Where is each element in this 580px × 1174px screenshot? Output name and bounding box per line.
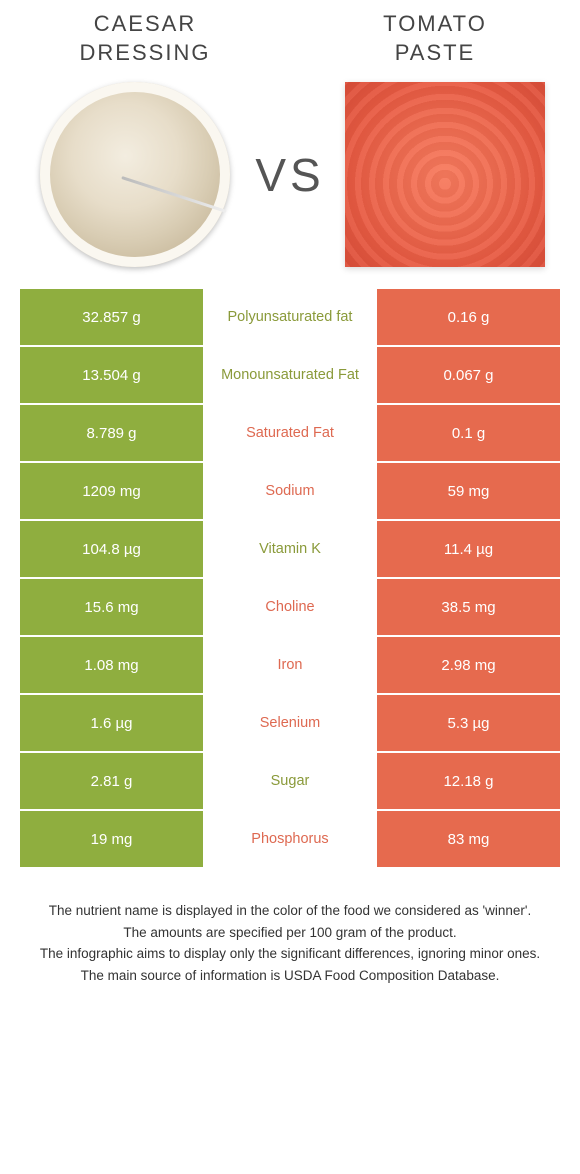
left-value: 1.6 µg <box>20 695 203 751</box>
nutrient-label: Phosphorus <box>203 811 377 867</box>
vs-label: VS <box>249 148 330 202</box>
left-value: 13.504 g <box>20 347 203 403</box>
right-value: 11.4 µg <box>377 521 560 577</box>
header-titles: CAESAR DRESSING TOMATO PASTE <box>0 0 580 67</box>
nutrient-label: Polyunsaturated fat <box>203 289 377 345</box>
right-value: 0.067 g <box>377 347 560 403</box>
table-row: 15.6 mgCholine38.5 mg <box>20 577 560 635</box>
tomato-paste-image <box>345 82 545 267</box>
right-value: 2.98 mg <box>377 637 560 693</box>
right-value: 0.1 g <box>377 405 560 461</box>
left-value: 19 mg <box>20 811 203 867</box>
footnote-line: The nutrient name is displayed in the co… <box>30 901 550 921</box>
nutrient-label: Saturated Fat <box>203 405 377 461</box>
table-row: 19 mgPhosphorus83 mg <box>20 809 560 867</box>
left-value: 104.8 µg <box>20 521 203 577</box>
nutrient-table: 32.857 gPolyunsaturated fat0.16 g13.504 … <box>20 287 560 867</box>
right-value: 59 mg <box>377 463 560 519</box>
table-row: 1.08 mgIron2.98 mg <box>20 635 560 693</box>
left-food-title: CAESAR DRESSING <box>20 10 270 67</box>
left-value: 1209 mg <box>20 463 203 519</box>
caesar-dressing-image <box>40 82 230 267</box>
right-value: 5.3 µg <box>377 695 560 751</box>
table-row: 1209 mgSodium59 mg <box>20 461 560 519</box>
left-value: 15.6 mg <box>20 579 203 635</box>
table-row: 8.789 gSaturated Fat0.1 g <box>20 403 560 461</box>
images-row: VS <box>0 67 580 287</box>
nutrient-label: Choline <box>203 579 377 635</box>
footnote-line: The infographic aims to display only the… <box>30 944 550 964</box>
footnotes: The nutrient name is displayed in the co… <box>0 867 580 1007</box>
left-value: 1.08 mg <box>20 637 203 693</box>
footnote-line: The main source of information is USDA F… <box>30 966 550 986</box>
nutrient-label: Sugar <box>203 753 377 809</box>
table-row: 13.504 gMonounsaturated Fat0.067 g <box>20 345 560 403</box>
table-row: 2.81 gSugar12.18 g <box>20 751 560 809</box>
right-food-title: TOMATO PASTE <box>310 10 560 67</box>
left-value: 32.857 g <box>20 289 203 345</box>
nutrient-label: Vitamin K <box>203 521 377 577</box>
right-value: 83 mg <box>377 811 560 867</box>
right-value: 12.18 g <box>377 753 560 809</box>
table-row: 32.857 gPolyunsaturated fat0.16 g <box>20 287 560 345</box>
nutrient-label: Sodium <box>203 463 377 519</box>
nutrient-label: Selenium <box>203 695 377 751</box>
nutrient-label: Iron <box>203 637 377 693</box>
right-value: 0.16 g <box>377 289 560 345</box>
right-value: 38.5 mg <box>377 579 560 635</box>
footnote-line: The amounts are specified per 100 gram o… <box>30 923 550 943</box>
table-row: 1.6 µgSelenium5.3 µg <box>20 693 560 751</box>
left-value: 8.789 g <box>20 405 203 461</box>
left-value: 2.81 g <box>20 753 203 809</box>
comparison-infographic: CAESAR DRESSING TOMATO PASTE VS 32.857 g… <box>0 0 580 1007</box>
table-row: 104.8 µgVitamin K11.4 µg <box>20 519 560 577</box>
nutrient-label: Monounsaturated Fat <box>203 347 377 403</box>
